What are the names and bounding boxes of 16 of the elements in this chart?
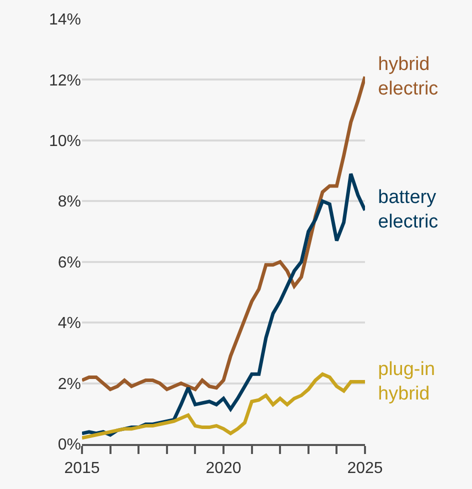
x-tick-label: 2020 (206, 460, 242, 477)
series-label: plug-in hybrid (378, 359, 436, 405)
x-tick-label: 2015 (64, 460, 100, 477)
y-tick-label: 2% (58, 376, 81, 393)
y-tick-label: 14% (48, 12, 81, 29)
line-series (82, 74, 365, 392)
x-tick-label: 2025 (347, 460, 383, 477)
series-label: hybrid electric (378, 54, 438, 100)
y-tick-label: 8% (58, 194, 81, 211)
series-label: battery electric (378, 187, 438, 233)
y-tick-label: 6% (58, 254, 81, 272)
y-tick-label: 12% (48, 72, 81, 90)
y-tick-label: 10% (48, 133, 81, 150)
line-series (82, 372, 365, 440)
y-tick-label: 4% (58, 315, 81, 332)
y-tick-label: 0% (58, 436, 81, 454)
